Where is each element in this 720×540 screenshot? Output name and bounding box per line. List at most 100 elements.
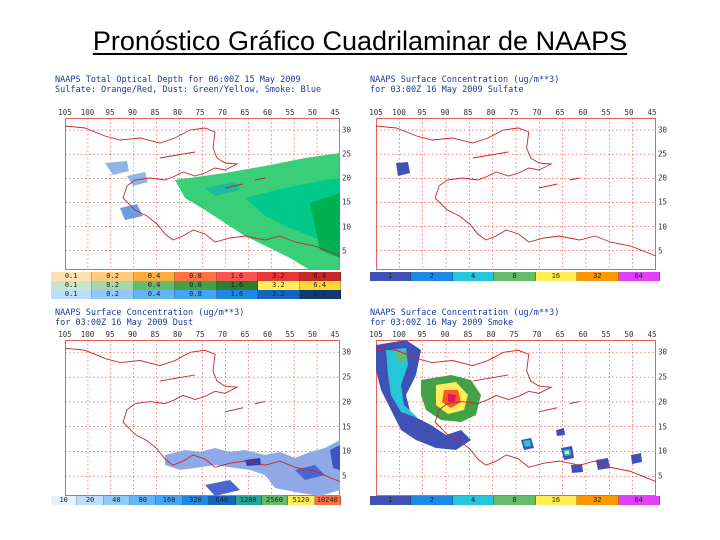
colorbar-cell: 2560: [261, 496, 289, 505]
longitude-tick-label: 105: [369, 330, 383, 339]
map-frame: [65, 340, 340, 496]
latitude-tick-label: 20: [342, 173, 352, 183]
colorbar-cell: 0.2: [92, 290, 134, 299]
longitude-ticks: 105 100 95 90 85 80 75 70 65 60 55 50 45: [369, 330, 656, 340]
latitude-tick-label: 25: [658, 372, 668, 382]
latitude-tick-label: 25: [342, 372, 352, 382]
panel-header: NAAPS Surface Concentration (ug/m**3) fo…: [55, 308, 244, 328]
island-outline: [159, 374, 196, 382]
latitude-tick-label: 30: [658, 347, 668, 357]
map-svg: [376, 340, 656, 496]
latitude-tick-label: 10: [658, 446, 668, 456]
map-svg: [376, 118, 656, 270]
colorbar-cell: 1: [370, 272, 412, 281]
colorbar-cell: 1.6: [216, 290, 259, 299]
latitude-tick-label: 30: [658, 125, 668, 135]
map-dust: [65, 340, 340, 496]
island-outline: [254, 177, 266, 181]
longitude-tick-label: 60: [578, 108, 588, 117]
longitude-tick-label: 65: [240, 330, 250, 339]
colorbar-cell: 0.4: [133, 281, 176, 290]
colorbar-cell: 0.8: [175, 272, 217, 281]
colorbar-cell: 32: [577, 272, 619, 281]
longitude-tick-label: 60: [262, 330, 273, 339]
longitude-tick-label: 65: [555, 330, 565, 339]
colorbar-cell: 2: [411, 496, 453, 505]
colorbar-cell: 16: [535, 272, 578, 281]
colorbar-cell: 1.6: [216, 281, 259, 290]
island-outline: [159, 151, 196, 159]
longitude-tick-label: 85: [463, 108, 473, 117]
longitude-tick-label: 50: [624, 330, 634, 339]
island-outline: [569, 401, 580, 405]
colorbar: 10 20 40 80 160 320 640 1280 2560 5120 10240: [51, 496, 341, 505]
longitude-tick-label: 55: [285, 330, 295, 339]
colorbar-cell: 640: [209, 496, 236, 505]
colorbar-cell: 6.4: [299, 281, 341, 290]
longitude-tick-label: 90: [127, 108, 138, 117]
colorbar-cell: 5120: [288, 496, 315, 505]
island-outline: [472, 374, 509, 382]
longitude-tick-label: 80: [172, 330, 183, 339]
latitude-tick-label: 15: [658, 197, 668, 207]
longitude-tick-label: 70: [217, 330, 228, 339]
map-smoke: [376, 340, 656, 496]
panel-header: NAAPS Total Optical Depth for 06:00Z 15 …: [55, 75, 321, 95]
longitude-tick-label: 90: [440, 330, 450, 339]
latitude-tick-label: 10: [342, 446, 352, 456]
map-frame: [376, 118, 656, 270]
coastline: [376, 347, 656, 483]
panel-dust: NAAPS Surface Concentration (ug/m**3) fo…: [51, 308, 351, 513]
slide-title: Pronóstico Gráfico Cuadrilaminar de NAAP…: [92, 26, 628, 56]
colorbar-cell: 32: [577, 496, 619, 505]
panel-sulfate: NAAPS Surface Concentration (ug/m**3) fo…: [369, 75, 670, 290]
colorbar: 1 2 4 8 16 32 64: [370, 272, 660, 281]
colorbar-cell: 8: [494, 272, 536, 281]
colorbar-cell: 0.8: [175, 290, 217, 299]
longitude-tick-label: 45: [647, 330, 657, 339]
island-outline: [254, 401, 266, 405]
latitude-tick-label: 30: [342, 125, 352, 135]
map-svg: [65, 340, 340, 496]
colorbar-group: 1 2 4 8 16 32 64: [370, 496, 660, 505]
longitude-tick-label: 50: [307, 330, 318, 339]
colorbar-group: 0.1 0.2 0.4 0.8 1.6 3.2 6.4 0.1 0.2 0.4 0.8 1.6 3.2 6…: [51, 272, 341, 299]
longitude-tick-label: 95: [105, 108, 115, 117]
longitude-tick-label: 105: [58, 330, 72, 339]
longitude-tick-label: 75: [195, 108, 205, 117]
colorbar: 0.1 0.2 0.4 0.8 1.6 3.2 6.4: [51, 272, 341, 281]
colorbar-group: 10 20 40 80 160 320 640 1280 2560 5120 10240: [51, 496, 341, 505]
latitude-tick-label: 5: [342, 246, 347, 256]
island-outline: [224, 407, 244, 413]
longitude-tick-label: 90: [440, 108, 450, 117]
colorbar-cell: 0.4: [133, 272, 176, 281]
latitude-tick-label: 25: [658, 149, 668, 159]
panel-smoke: NAAPS Surface Concentration (ug/m**3) fo…: [369, 308, 670, 513]
island-outline: [224, 183, 244, 189]
longitude-tick-label: 80: [486, 330, 496, 339]
colorbar-cell: 160: [156, 496, 183, 505]
colorbar-cell: 6.4: [299, 272, 341, 281]
longitude-tick-label: 85: [150, 330, 160, 339]
latitude-tick-label: 20: [342, 397, 352, 407]
colorbar-cell: 0.1: [51, 290, 93, 299]
colorbar-cell: 320: [182, 496, 210, 505]
colorbar-cell: 20: [77, 496, 104, 505]
longitude-ticks: 105 100 95 90 85 80 75 70 65 60 55 50 45: [369, 108, 656, 118]
panel-header-line-1: NAAPS Total Optical Depth for 06:00Z 15 …: [55, 75, 301, 85]
coastline: [376, 125, 656, 257]
longitude-ticks: 105 100 95 90 85 80 75 70 65 60 55 50 45: [58, 330, 339, 340]
longitude-tick-label: 55: [601, 108, 611, 117]
longitude-tick-label: 50: [624, 108, 634, 117]
longitude-tick-label: 105: [369, 108, 383, 117]
longitude-tick-label: 50: [307, 108, 318, 117]
panel-total-optical-depth: NAAPS Total Optical Depth for 06:00Z 15 …: [51, 75, 351, 305]
panel-header-line-1: NAAPS Surface Concentration (ug/m**3): [55, 308, 245, 318]
longitude-tick-label: 45: [647, 108, 657, 117]
colorbar: 0.1 0.2 0.4 0.8 1.6 3.2 6.4: [51, 290, 341, 299]
longitude-tick-label: 100: [392, 108, 406, 117]
colorbar: 1 2 4 8 16 32 64: [370, 496, 660, 505]
island-outline: [538, 407, 558, 413]
panel-header-line-2: Sulfate: Orange/Red, Dust: Green/Yellow,…: [55, 85, 322, 95]
colorbar-cell: 0.8: [175, 281, 217, 290]
